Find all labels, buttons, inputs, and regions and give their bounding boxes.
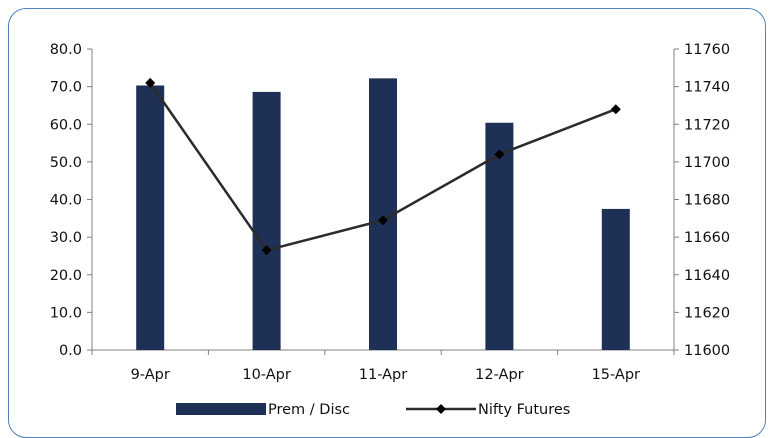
point-nifty-futures bbox=[610, 104, 621, 115]
x-tick-label: 15-Apr bbox=[592, 367, 640, 383]
right-y-tick-label: 11640 bbox=[684, 268, 730, 284]
right-y-tick-label: 11600 bbox=[684, 343, 730, 359]
left-y-tick-label: 80.0 bbox=[50, 42, 82, 58]
legend-swatch-nifty-futures-marker bbox=[436, 404, 446, 414]
legend-label-prem-disc: Prem / Disc bbox=[268, 402, 350, 418]
right-y-tick-label: 11740 bbox=[684, 80, 730, 96]
left-y-tick-label: 50.0 bbox=[50, 155, 82, 171]
right-y-tick-label: 11660 bbox=[684, 230, 730, 246]
point-nifty-futures bbox=[494, 149, 505, 160]
left-y-tick-label: 0.0 bbox=[59, 343, 82, 359]
x-tick-label: 10-Apr bbox=[242, 367, 290, 383]
point-nifty-futures bbox=[145, 77, 156, 88]
legend-swatch-prem-disc bbox=[176, 403, 266, 415]
left-y-tick-label: 60.0 bbox=[50, 117, 82, 133]
left-y-tick-label: 30.0 bbox=[50, 230, 82, 246]
right-y-tick-label: 11700 bbox=[684, 155, 730, 171]
x-tick-label: 12-Apr bbox=[475, 367, 523, 383]
bar-prem-disc bbox=[252, 91, 281, 350]
right-y-tick-label: 11680 bbox=[684, 193, 730, 209]
point-nifty-futures bbox=[378, 215, 388, 226]
legend-label-nifty-futures: Nifty Futures bbox=[478, 402, 570, 418]
left-y-tick-label: 10.0 bbox=[50, 305, 82, 321]
right-y-tick-label: 11620 bbox=[684, 305, 730, 321]
bar-prem-disc bbox=[136, 85, 165, 350]
chart: 0.0 10.0 20.0 30.0 40.0 50.0 60.0 70.0 80.0 11600… bbox=[50, 42, 730, 418]
bar-prem-disc bbox=[601, 208, 630, 350]
left-y-tick-label: 40.0 bbox=[50, 193, 82, 209]
x-tick-label: 11-Apr bbox=[359, 367, 407, 383]
point-nifty-futures bbox=[261, 245, 272, 256]
x-tick-label: 9-Apr bbox=[131, 367, 170, 383]
left-y-tick-label: 70.0 bbox=[50, 80, 82, 96]
right-y-tick-label: 11720 bbox=[684, 117, 730, 133]
right-y-tick-label: 11760 bbox=[684, 42, 730, 58]
left-y-tick-label: 20.0 bbox=[50, 268, 82, 284]
